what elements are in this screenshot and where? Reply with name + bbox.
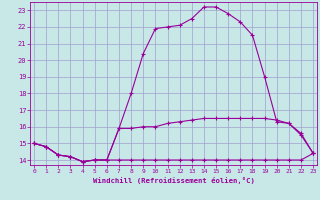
X-axis label: Windchill (Refroidissement éolien,°C): Windchill (Refroidissement éolien,°C) <box>93 177 254 184</box>
